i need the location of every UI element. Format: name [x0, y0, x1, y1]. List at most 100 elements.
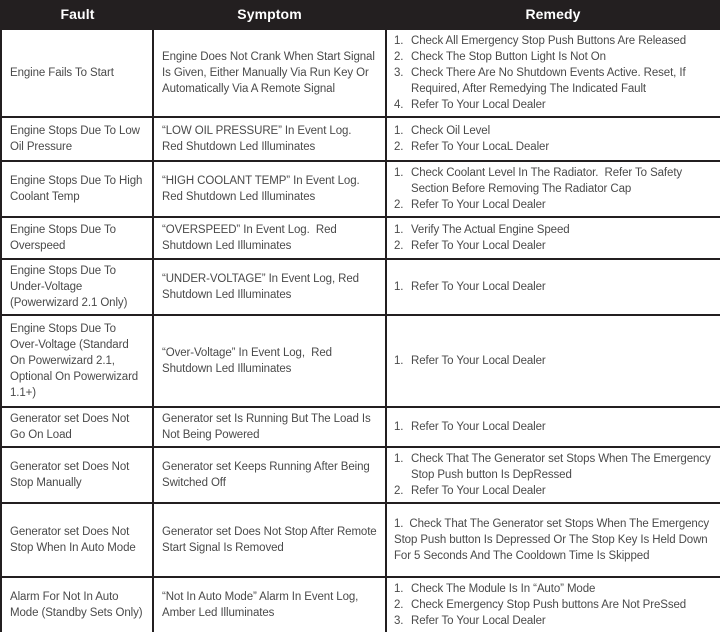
remedy-item: 2. Refer To Your Local Dealer — [394, 483, 712, 499]
remedy-item-number: 3. — [394, 615, 404, 627]
symptom-cell: Generator set Keeps Running After Being … — [152, 446, 387, 504]
fault-cell: Engine Stops Due To Low Oil Pressure — [0, 116, 154, 162]
symptom-cell: Generator set Is Running But The Load Is… — [152, 406, 387, 448]
remedy-item-number: 3. — [394, 67, 404, 79]
remedy-item-text: Refer To Your Local Dealer — [411, 199, 546, 211]
fault-cell: Engine Stops Due To Overspeed — [0, 216, 154, 260]
remedy-item-text: Refer To Your Local Dealer — [411, 99, 546, 111]
header-remedy: Remedy — [386, 0, 720, 29]
remedy-item: 1. Check Coolant Level In The Radiator. R… — [394, 165, 712, 197]
fault-cell: Engine Stops Due To High Coolant Temp — [0, 160, 154, 218]
remedy-item-text: Check Coolant Level In The Radiator. Ref… — [411, 167, 686, 195]
remedy-item-text: Refer To Your Local Dealer — [411, 615, 546, 627]
table-row: Alarm For Not In Auto Mode (Standby Sets… — [0, 576, 720, 632]
remedy-item: 2. Check The Stop Button Light Is Not On — [394, 49, 712, 65]
remedy-item: 3. Refer To Your Local Dealer — [394, 613, 712, 629]
symptom-cell: “Not In Auto Mode” Alarm In Event Log, A… — [152, 576, 387, 632]
remedy-item: 2. Refer To Your LocaL Dealer — [394, 139, 712, 155]
remedy-item: 2. Check Emergency Stop Push buttons Are … — [394, 597, 712, 613]
symptom-cell: “HIGH COOLANT TEMP” In Event Log. Red Sh… — [152, 160, 387, 218]
remedy-cell: 1. Check That The Generator set Stops Whe… — [385, 502, 720, 578]
remedy-item-number: 1. — [394, 125, 404, 137]
remedy-cell: 1. Check Oil Level 2. Refer To Your LocaL D… — [385, 116, 720, 162]
fault-cell: Generator set Does Not Stop When In Auto… — [0, 502, 154, 578]
remedy-item-text: Refer To Your Local Dealer — [411, 421, 546, 433]
fault-cell: Generator set Does Not Stop Manually — [0, 446, 154, 504]
remedy-item: 1. Check Oil Level — [394, 123, 712, 139]
remedy-item-text: Check That The Generator set Stops When … — [394, 518, 713, 562]
remedy-item-text: Check Emergency Stop Push buttons Are No… — [411, 599, 687, 611]
remedy-item-text: Refer To Your Local Dealer — [411, 281, 546, 293]
remedy-cell: 1. Check That The Generator set Stops Whe… — [385, 446, 720, 504]
table-row: Engine Stops Due To Over-Voltage (Standa… — [0, 314, 720, 408]
remedy-item-text: Check The Stop Button Light Is Not On — [411, 51, 606, 63]
fault-cell: Engine Fails To Start — [0, 28, 154, 118]
fault-cell: Generator set Does Not Go On Load — [0, 406, 154, 448]
remedy-item-text: Verify The Actual Engine Speed — [411, 224, 570, 236]
table-row: Engine Stops Due To Overspeed “OVERSPEED”… — [0, 216, 720, 260]
remedy-item-number: 1. — [394, 224, 404, 236]
table-row: Engine Stops Due To High Coolant Temp “HI… — [0, 160, 720, 218]
remedy-item: 1. Verify The Actual Engine Speed — [394, 222, 712, 238]
remedy-cell: 1. Check Coolant Level In The Radiator. R… — [385, 160, 720, 218]
fault-cell: Engine Stops Due To Over-Voltage (Standa… — [0, 314, 154, 408]
header-row: Fault Symptom Remedy — [1, 0, 720, 29]
remedy-item-number: 1. — [394, 421, 404, 433]
remedy-item-text: Check Oil Level — [411, 125, 491, 137]
remedy-item-number: 1. — [394, 583, 404, 595]
symptom-cell: “OVERSPEED” In Event Log. Red Shutdown L… — [152, 216, 387, 260]
symptom-cell: “UNDER-VOLTAGE” In Event Log, Red Shutdo… — [152, 258, 387, 316]
symptom-cell: “Over-Voltage” In Event Log, Red Shutdow… — [152, 314, 387, 408]
remedy-item-number: 1. — [394, 518, 404, 530]
remedy-item-number: 2. — [394, 199, 404, 211]
remedy-cell: 1. Verify The Actual Engine Speed 2. Refer … — [385, 216, 720, 260]
table-body: Engine Fails To Start Engine Does Not Cra… — [0, 28, 720, 632]
symptom-cell: Generator set Does Not Stop After Remote… — [152, 502, 387, 578]
remedy-item-number: 2. — [394, 240, 404, 252]
remedy-item-number: 1. — [394, 281, 404, 293]
fault-cell: Alarm For Not In Auto Mode (Standby Sets… — [0, 576, 154, 632]
remedy-item: 2. Refer To Your Local Dealer — [394, 238, 712, 254]
remedy-item-number: 2. — [394, 51, 404, 63]
remedy-item: 1. Check That The Generator set Stops Whe… — [394, 516, 712, 564]
symptom-cell: Engine Does Not Crank When Start Signal … — [152, 28, 387, 118]
remedy-cell: 1. Refer To Your Local Dealer — [385, 314, 720, 408]
remedy-cell: 1. Refer To Your Local Dealer — [385, 406, 720, 448]
header-fault: Fault — [1, 0, 153, 29]
remedy-item: 2. Refer To Your Local Dealer — [394, 197, 712, 213]
remedy-item-number: 1. — [394, 35, 404, 47]
symptom-cell: “LOW OIL PRESSURE” In Event Log. Red Shu… — [152, 116, 387, 162]
remedy-item-number: 1. — [394, 355, 404, 367]
remedy-item-number: 2. — [394, 599, 404, 611]
remedy-item: 3. Check There Are No Shutdown Events Act… — [394, 65, 712, 97]
remedy-item: 4. Refer To Your Local Dealer — [394, 97, 712, 113]
remedy-item-number: 1. — [394, 167, 404, 179]
remedy-item-text: Refer To Your Local Dealer — [411, 485, 546, 497]
remedy-cell: 1. Refer To Your Local Dealer — [385, 258, 720, 316]
remedy-item: 1. Check The Module Is In “Auto” Mode — [394, 581, 712, 597]
table-row: Engine Stops Due To Under-Voltage (Power… — [0, 258, 720, 316]
remedy-item-text: Check All Emergency Stop Push Buttons Ar… — [411, 35, 686, 47]
table-row: Generator set Does Not Stop Manually Gene… — [0, 446, 720, 504]
remedy-cell: 1. Check All Emergency Stop Push Buttons … — [385, 28, 720, 118]
remedy-item: 1. Check All Emergency Stop Push Buttons … — [394, 33, 712, 49]
remedy-item-number: 2. — [394, 141, 404, 153]
fault-cell: Engine Stops Due To Under-Voltage (Power… — [0, 258, 154, 316]
remedy-item: 1. Check That The Generator set Stops Whe… — [394, 451, 712, 483]
table-row: Engine Fails To Start Engine Does Not Cra… — [0, 28, 720, 118]
remedy-item-text: Check That The Generator set Stops When … — [411, 453, 714, 481]
remedy-item-text: Check The Module Is In “Auto” Mode — [411, 583, 596, 595]
remedy-item-number: 2. — [394, 485, 404, 497]
remedy-item-text: Refer To Your LocaL Dealer — [411, 141, 550, 153]
table-row: Generator set Does Not Go On Load Generat… — [0, 406, 720, 448]
remedy-item: 1. Refer To Your Local Dealer — [394, 353, 712, 369]
remedy-item-text: Refer To Your Local Dealer — [411, 355, 546, 367]
header-symptom: Symptom — [153, 0, 386, 29]
remedy-item: 1. Refer To Your Local Dealer — [394, 419, 712, 435]
remedy-item-number: 1. — [394, 453, 404, 465]
table-row: Generator set Does Not Stop When In Auto… — [0, 502, 720, 578]
table-row: Engine Stops Due To Low Oil Pressure “LOW… — [0, 116, 720, 162]
remedy-item-number: 4. — [394, 99, 404, 111]
